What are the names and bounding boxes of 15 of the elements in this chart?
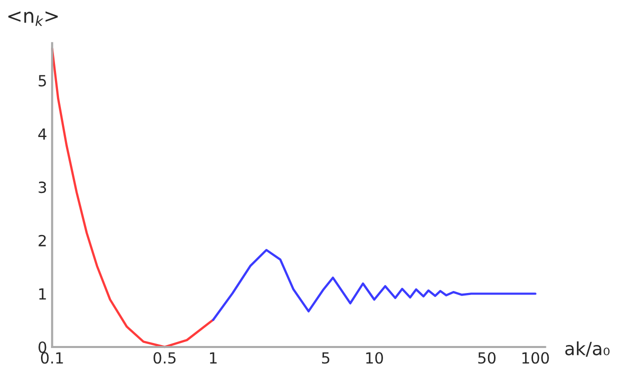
x-tick-label: 0.1: [40, 352, 63, 364]
x-tick-label: 0.5: [154, 352, 176, 364]
y-axis-title: <n$_{k}$>: [8, 11, 58, 26]
y-tick-label: 3: [38, 182, 46, 194]
x-tick-label: 5: [322, 352, 330, 364]
x-axis-title: ak/a₀: [565, 341, 610, 357]
x-tick-label: 50: [478, 352, 496, 364]
x-tick-label: 10: [366, 352, 383, 364]
x-tick-label: 1: [210, 352, 217, 364]
y-tick-label: 5: [38, 75, 46, 87]
x-tick-label: 100: [522, 352, 549, 364]
y-tick-label: 0: [38, 341, 46, 354]
y-tick-label: 2: [38, 234, 46, 246]
y-tick-label: 4: [38, 128, 46, 140]
y-tick-label: 1: [39, 288, 46, 300]
